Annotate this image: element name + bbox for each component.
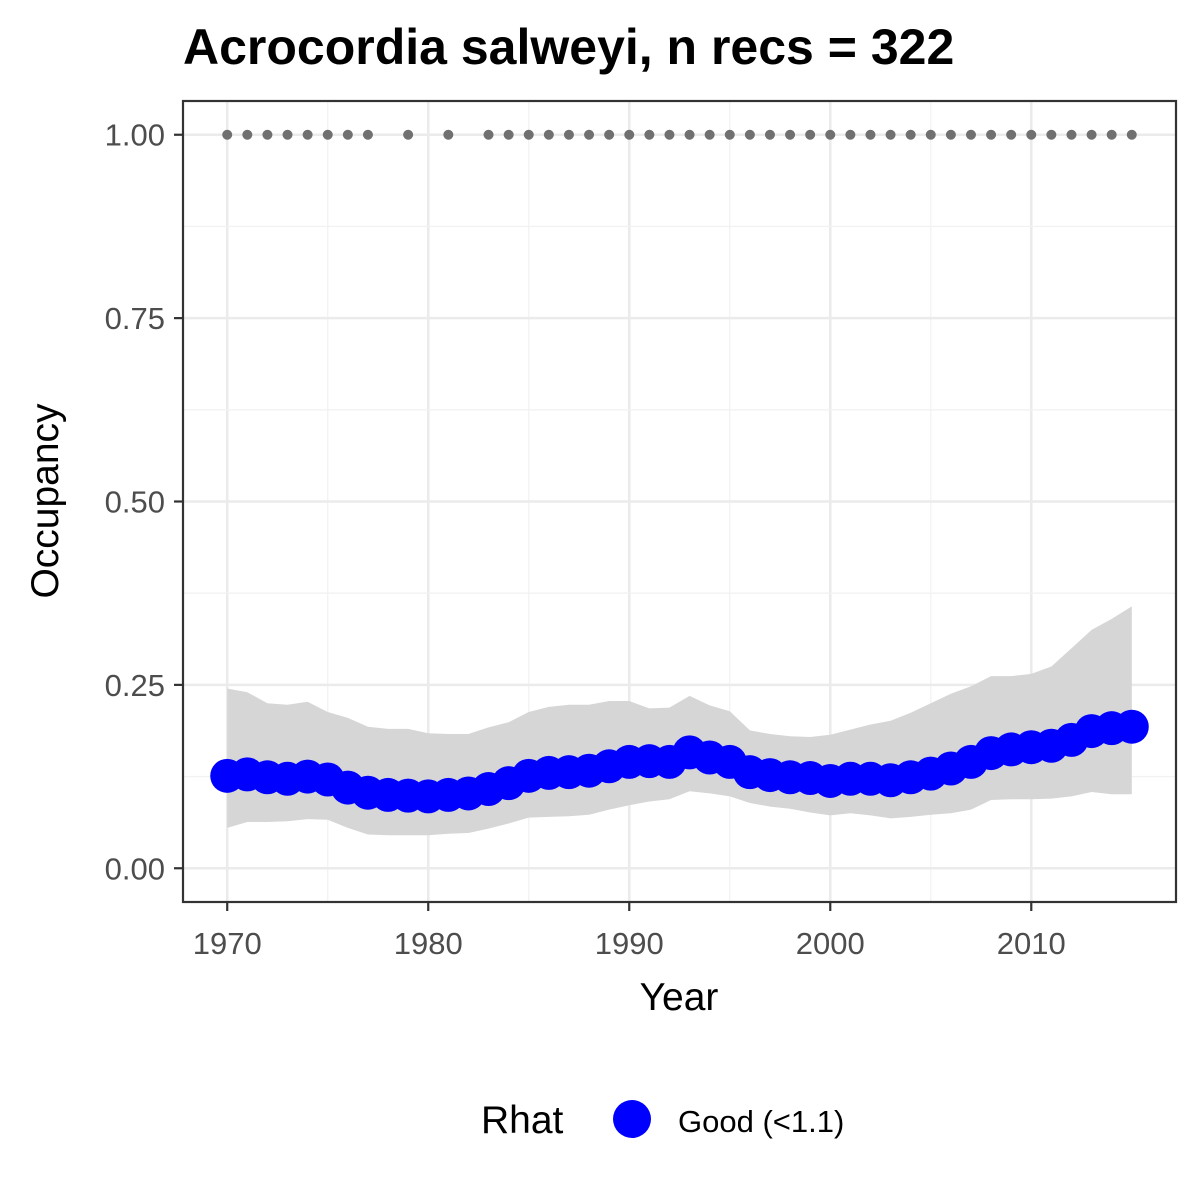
record-marker xyxy=(966,130,976,140)
record-marker xyxy=(524,130,534,140)
legend-title: Rhat xyxy=(481,1099,564,1142)
y-tick-label: 0.25 xyxy=(105,668,165,703)
legend-key-good xyxy=(613,1100,651,1138)
record-marker xyxy=(926,130,936,140)
chart-title: Acrocordia salweyi, n recs = 322 xyxy=(183,19,954,75)
record-marker xyxy=(765,130,775,140)
record-marker xyxy=(504,130,514,140)
record-marker xyxy=(343,130,353,140)
x-tick-label: 1980 xyxy=(394,926,463,961)
record-marker xyxy=(865,130,875,140)
record-marker xyxy=(644,130,654,140)
record-marker xyxy=(242,130,252,140)
x-axis-title: Year xyxy=(640,976,719,1019)
record-marker xyxy=(825,130,835,140)
record-marker xyxy=(323,130,333,140)
record-marker xyxy=(403,130,413,140)
occupancy-point xyxy=(1115,710,1149,744)
record-marker xyxy=(1107,130,1117,140)
record-marker xyxy=(1006,130,1016,140)
record-marker xyxy=(564,130,574,140)
record-marker xyxy=(262,130,272,140)
record-marker xyxy=(544,130,554,140)
record-marker xyxy=(363,130,373,140)
record-marker xyxy=(886,130,896,140)
y-tick-label: 0.75 xyxy=(105,301,165,336)
record-marker xyxy=(845,130,855,140)
record-marker xyxy=(986,130,996,140)
record-marker xyxy=(785,130,795,140)
record-marker xyxy=(1127,130,1137,140)
record-marker xyxy=(725,130,735,140)
record-marker xyxy=(705,130,715,140)
y-axis: 0.00 0.25 0.50 0.75 1.00 xyxy=(105,118,183,887)
x-axis: 1970 1980 1990 2000 2010 xyxy=(193,902,1066,961)
record-marker xyxy=(443,130,453,140)
legend: Rhat Good (<1.1) xyxy=(481,1099,844,1142)
record-marker xyxy=(805,130,815,140)
record-marker xyxy=(685,130,695,140)
record-marker xyxy=(303,130,313,140)
record-marker xyxy=(624,130,634,140)
x-tick-label: 1970 xyxy=(193,926,262,961)
y-axis-title: Occupancy xyxy=(24,403,67,599)
y-tick-label: 0.50 xyxy=(105,485,165,520)
legend-label-good: Good (<1.1) xyxy=(678,1104,844,1139)
y-tick-label: 1.00 xyxy=(105,118,165,153)
record-marker xyxy=(1046,130,1056,140)
record-marker xyxy=(1087,130,1097,140)
x-tick-label: 1990 xyxy=(595,926,664,961)
record-marker xyxy=(584,130,594,140)
x-tick-label: 2000 xyxy=(796,926,865,961)
x-tick-label: 2010 xyxy=(997,926,1066,961)
record-marker xyxy=(283,130,293,140)
record-marker xyxy=(946,130,956,140)
record-marker xyxy=(745,130,755,140)
record-marker xyxy=(906,130,916,140)
record-marker xyxy=(664,130,674,140)
record-marker xyxy=(1026,130,1036,140)
record-marker xyxy=(484,130,494,140)
y-tick-label: 0.00 xyxy=(105,851,165,886)
record-marker xyxy=(222,130,232,140)
record-marker xyxy=(1066,130,1076,140)
record-marker xyxy=(604,130,614,140)
